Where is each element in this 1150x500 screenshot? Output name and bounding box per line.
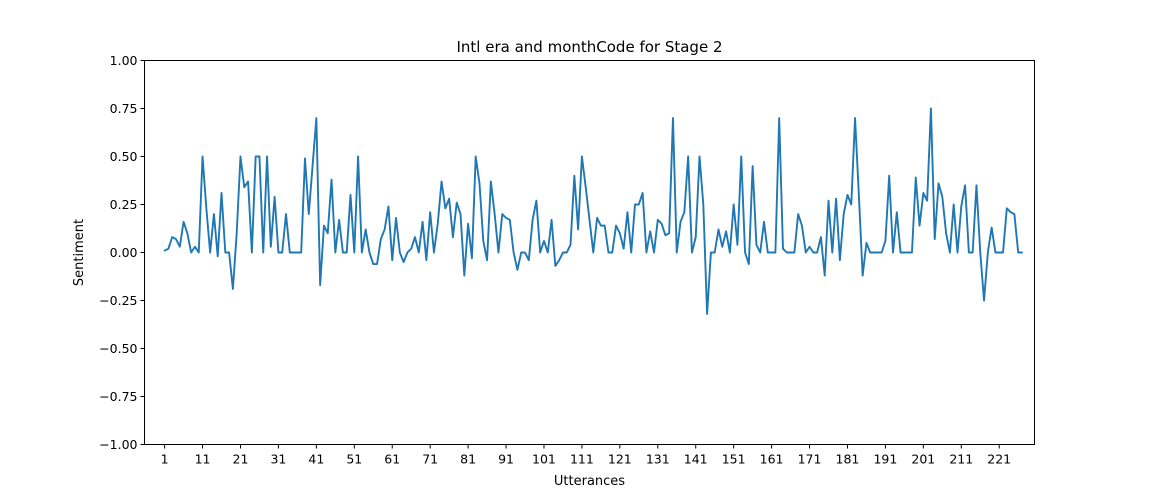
x-tick-label: 171 <box>798 452 822 467</box>
x-tick-label: 181 <box>836 452 860 467</box>
y-tick-label: 0.50 <box>110 149 138 164</box>
x-axis: 1 11 21 31 41 51 61 71 81 91 101 111 121 131 141 151 161… <box>161 444 1011 467</box>
x-tick-label: 141 <box>684 452 708 467</box>
series-line-0 <box>163 107 1023 315</box>
y-tick-label: 1.00 <box>110 53 138 68</box>
x-tick-label: 221 <box>987 452 1011 467</box>
plot-area <box>163 107 1023 315</box>
x-tick-label: 151 <box>722 452 746 467</box>
y-tick-label: −0.50 <box>99 341 137 356</box>
x-tick-label: 1 <box>161 452 169 467</box>
x-tick-label: 111 <box>570 452 594 467</box>
x-tick-label: 201 <box>911 452 935 467</box>
x-tick-label: 121 <box>608 452 632 467</box>
plot-frame <box>144 60 1035 445</box>
x-tick-label: 81 <box>460 452 476 467</box>
x-tick-label: 211 <box>949 452 973 467</box>
y-tick-label: 0.75 <box>110 101 138 116</box>
x-axis-label: Utterances <box>554 474 625 489</box>
chart-title: Intl era and monthCode for Stage 2 <box>457 38 723 56</box>
x-tick-label: 11 <box>195 452 211 467</box>
x-tick-label: 91 <box>498 452 514 467</box>
x-tick-label: 101 <box>532 452 556 467</box>
x-tick-label: 71 <box>422 452 438 467</box>
x-tick-label: 21 <box>233 452 249 467</box>
y-tick-label: −1.00 <box>99 437 137 452</box>
y-axis-label: Sentiment <box>72 219 87 286</box>
y-axis: −1.00 −0.75 −0.50 −0.25 0.00 0.25 0.50 0.75 1.00 <box>99 53 145 452</box>
y-tick-label: 0.25 <box>110 197 138 212</box>
y-tick-label: −0.75 <box>99 389 137 404</box>
y-tick-label: −0.25 <box>99 293 137 308</box>
x-tick-label: 161 <box>760 452 784 467</box>
y-tick-label: 0.00 <box>110 245 138 260</box>
x-tick-label: 191 <box>873 452 897 467</box>
x-tick-label: 41 <box>308 452 324 467</box>
x-tick-label: 51 <box>346 452 362 467</box>
x-tick-label: 61 <box>384 452 400 467</box>
x-tick-label: 131 <box>646 452 670 467</box>
x-tick-label: 31 <box>270 452 286 467</box>
